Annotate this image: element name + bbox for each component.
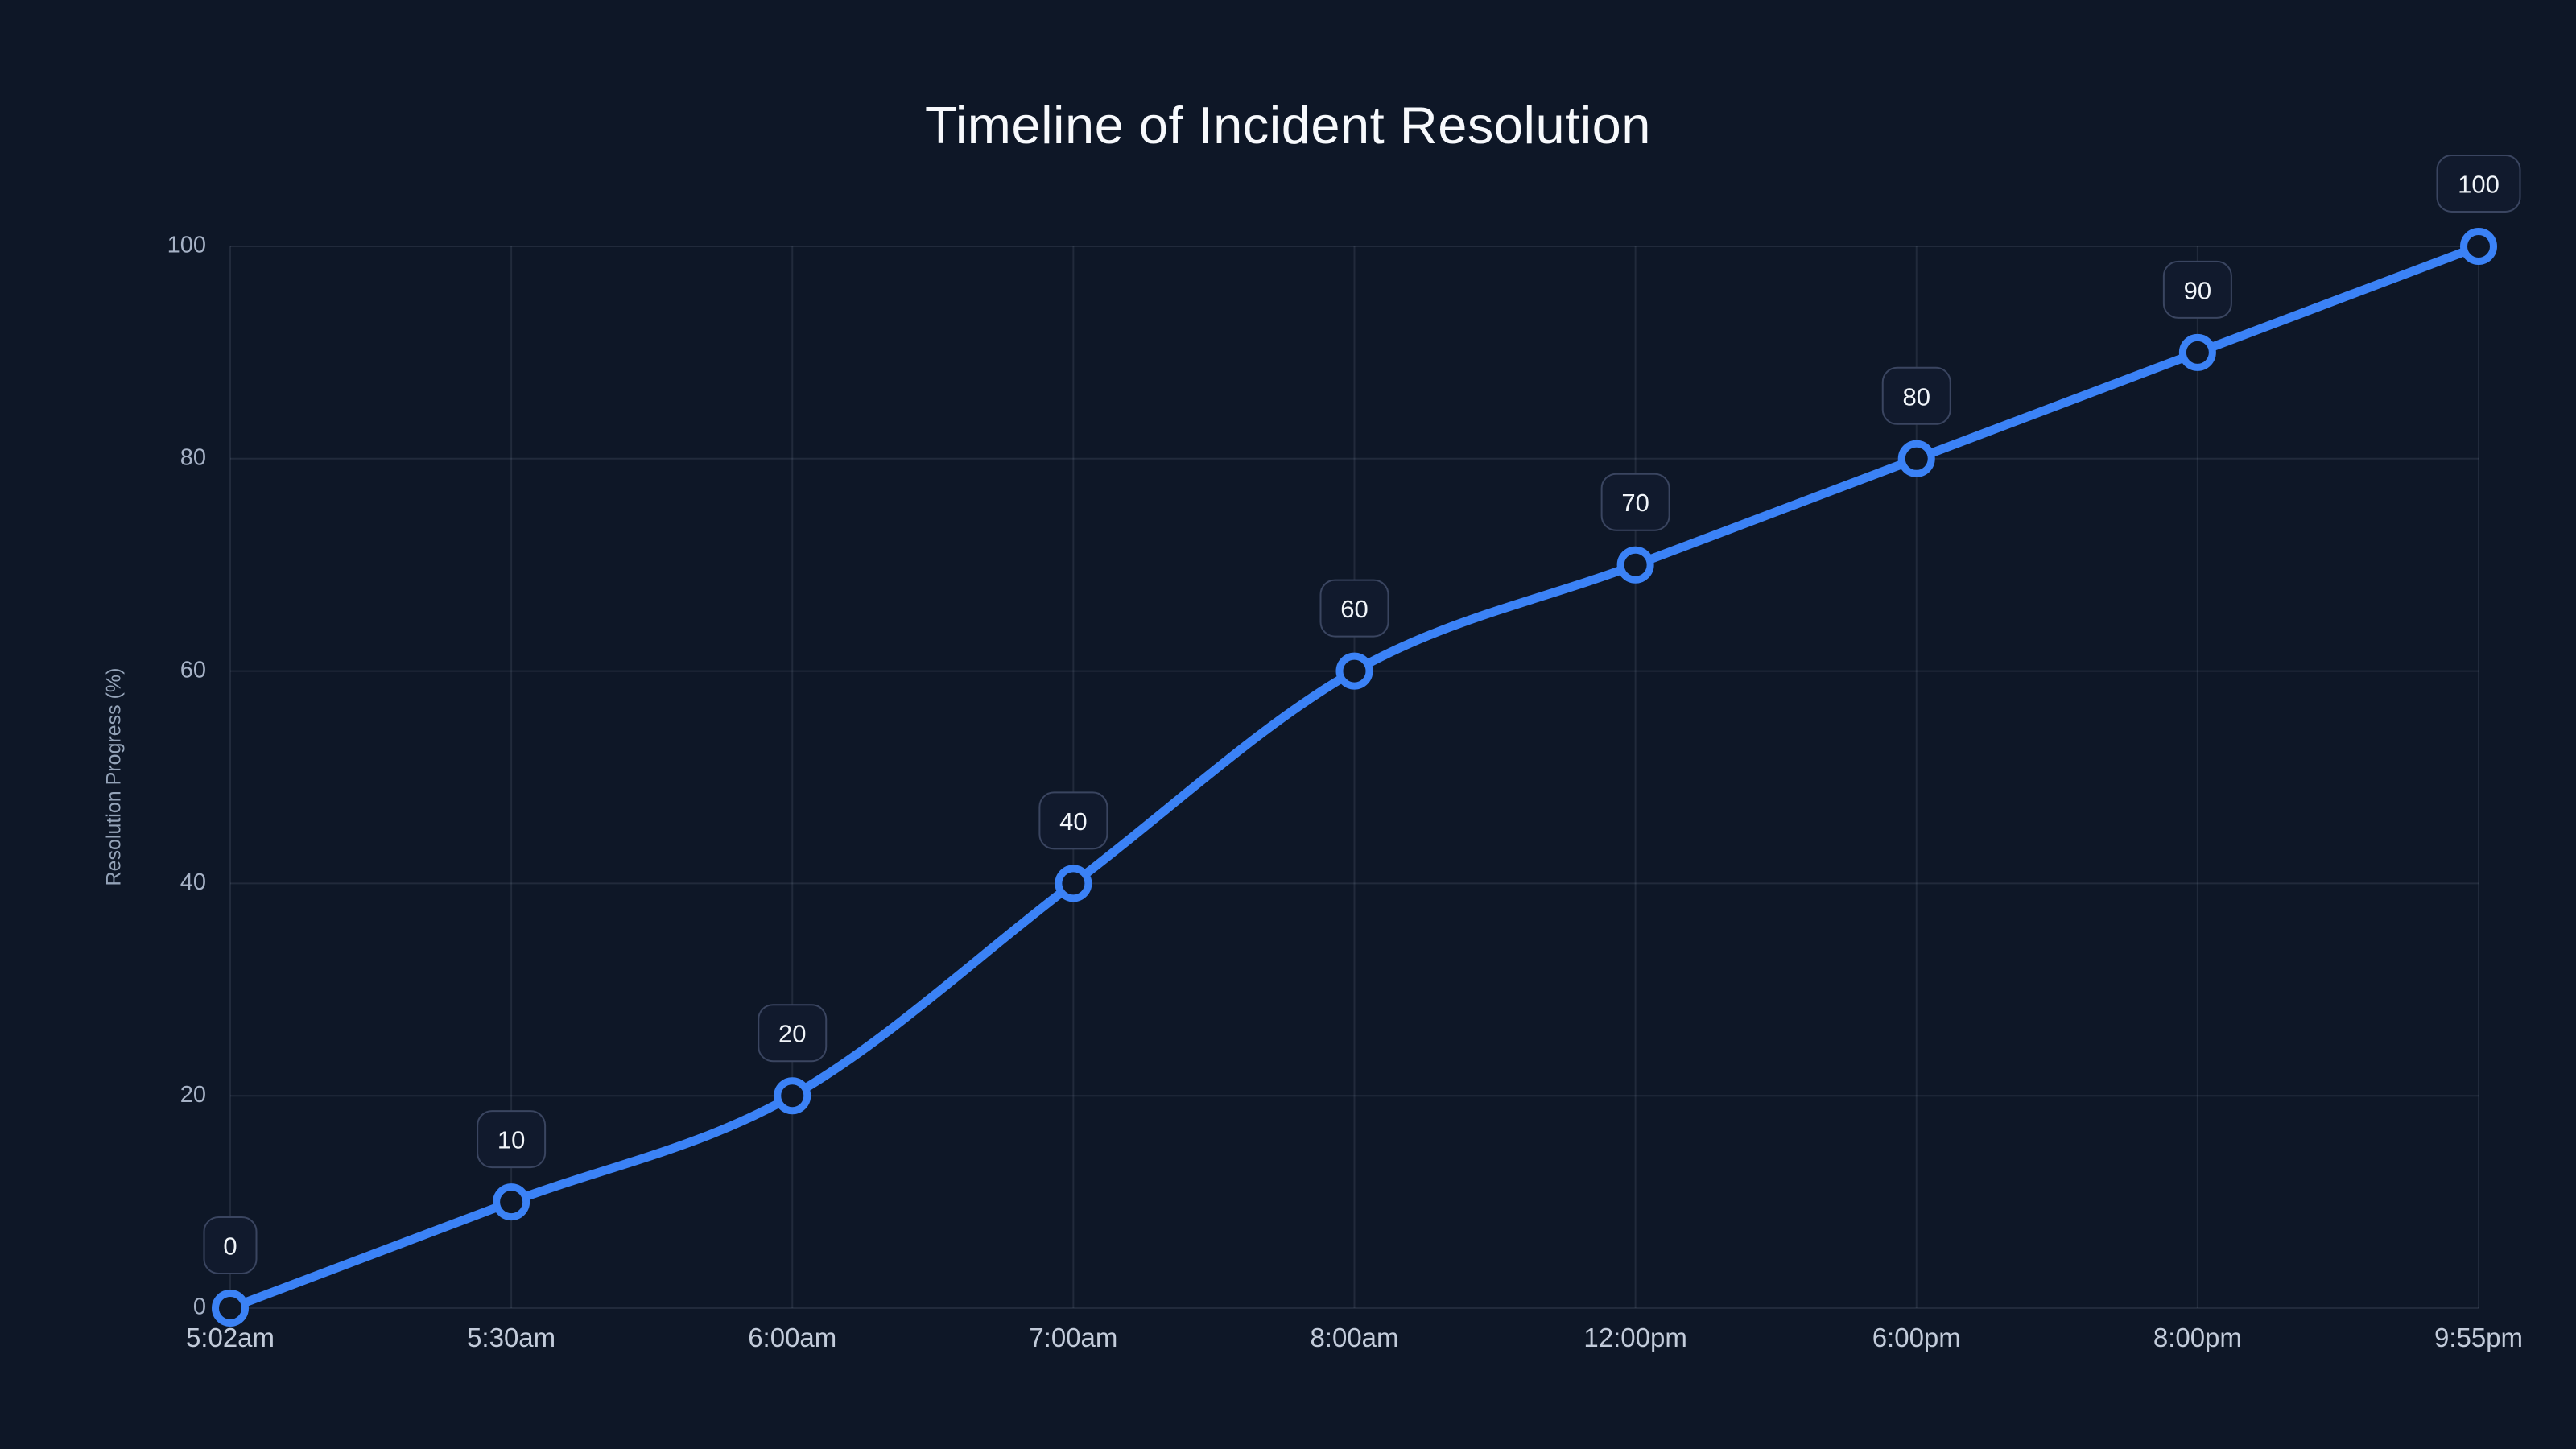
data-point-label-box: [1881, 366, 1951, 425]
data-point-label-0: 0: [203, 1216, 258, 1274]
data-point-label-100: 100: [2436, 155, 2521, 213]
x-tick-label: 12:00pm: [1583, 1323, 1686, 1352]
x-tick-label: 6:00am: [748, 1323, 836, 1352]
chart-title: Timeline of Incident Resolution: [925, 96, 1651, 155]
data-point-label-20: 20: [758, 1004, 828, 1063]
data-point-label-text: 10: [497, 1126, 525, 1154]
data-point-marker-12:00pm[interactable]: [1616, 546, 1654, 584]
data-point-marker-5:30am[interactable]: [493, 1183, 530, 1221]
data-point-marker-7:00am[interactable]: [1055, 865, 1092, 902]
data-point-label-box: [2436, 155, 2521, 213]
data-point-label-box: [758, 1004, 828, 1063]
x-tick-label: 8:00pm: [2153, 1323, 2242, 1352]
data-point-label-90: 90: [2162, 260, 2232, 319]
data-point-label-box: [477, 1110, 547, 1169]
data-point-label-60: 60: [1319, 579, 1389, 638]
data-point-label-text: 70: [1621, 489, 1649, 517]
gridlines-layer: [229, 246, 2479, 1309]
y-tick-label: 100: [167, 233, 206, 258]
series-layer: [212, 228, 2497, 1327]
x-tick-label: 9:55pm: [2434, 1323, 2523, 1352]
data-point-label-box: [203, 1216, 258, 1274]
data-point-label-box: [2162, 260, 2232, 319]
y-tick-label: 60: [180, 657, 206, 683]
point-labels-layer: 0 10 20 40 60 70 80 90 100: [203, 155, 2521, 1274]
data-point-label-80: 80: [1881, 366, 1951, 425]
data-point-label-text: 60: [1340, 595, 1368, 623]
data-point-marker-9:55pm[interactable]: [2460, 228, 2497, 265]
data-point-marker-6:00am[interactable]: [774, 1077, 811, 1115]
y-tick-label: 80: [180, 444, 206, 470]
data-point-label-text: 40: [1059, 807, 1087, 836]
data-point-marker-6:00pm[interactable]: [1897, 440, 1935, 477]
y-tick-label: 40: [180, 869, 206, 895]
data-point-marker-8:00am[interactable]: [1335, 652, 1373, 690]
x-tick-label: 5:02am: [186, 1323, 275, 1352]
data-point-label-box: [1600, 473, 1670, 531]
data-point-label-text: 80: [1903, 382, 1930, 411]
data-point-marker-8:00pm[interactable]: [2178, 333, 2216, 371]
y-tick-label: 0: [193, 1294, 206, 1320]
y-tick-label: 20: [180, 1082, 206, 1108]
x-tick-label: 5:30am: [467, 1323, 555, 1352]
data-point-label-box: [1038, 791, 1108, 850]
x-tick-label: 8:00am: [1310, 1323, 1398, 1352]
x-tick-label: 7:00am: [1029, 1323, 1117, 1352]
x-tick-label: 6:00pm: [1872, 1323, 1961, 1352]
data-point-label-box: [1319, 579, 1389, 638]
data-point-label-text: 0: [223, 1232, 237, 1261]
data-point-label-text: 100: [2458, 171, 2500, 199]
data-point-label-10: 10: [477, 1110, 547, 1169]
data-point-marker-5:02am[interactable]: [212, 1290, 249, 1327]
data-point-label-text: 20: [778, 1020, 806, 1048]
data-point-label-70: 70: [1600, 473, 1670, 531]
data-point-label-text: 90: [2184, 276, 2211, 304]
data-point-label-40: 40: [1038, 791, 1108, 850]
